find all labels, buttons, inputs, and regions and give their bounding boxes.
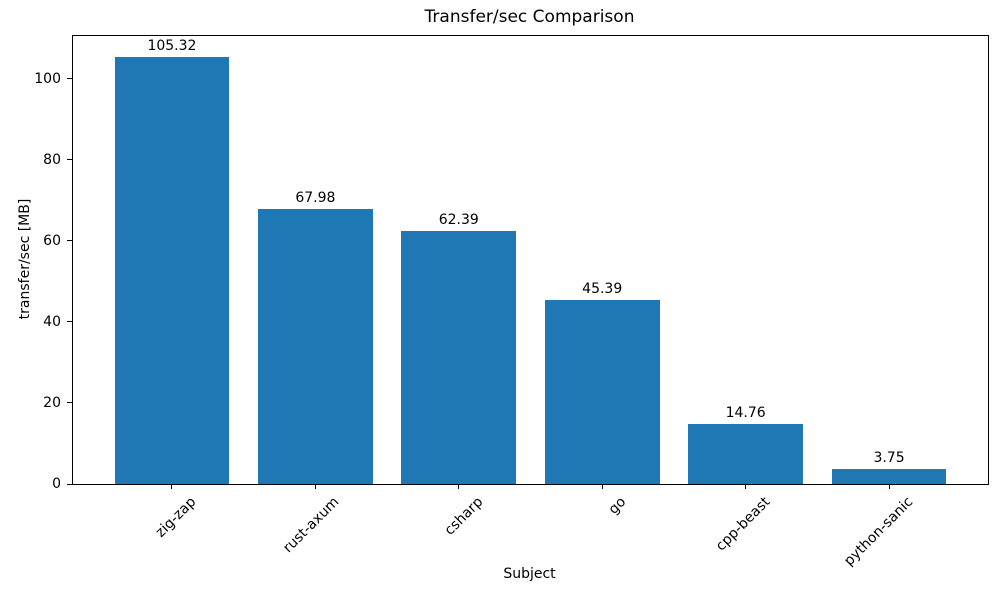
x-tick-label: zig-zap — [152, 494, 200, 541]
y-tick-mark — [67, 483, 72, 485]
bar — [831, 468, 947, 484]
x-axis-label: Subject — [503, 566, 556, 582]
bar — [401, 231, 517, 484]
bar — [258, 208, 373, 484]
x-tick-mark — [888, 485, 890, 489]
bar — [544, 300, 660, 484]
bar-value-label: 67.98 — [295, 189, 336, 206]
x-tick-label: go — [605, 494, 630, 518]
bar — [688, 424, 803, 484]
y-tick-mark — [67, 321, 72, 323]
bar-value-label: 3.75 — [873, 449, 905, 466]
y-tick-mark — [67, 78, 72, 80]
x-tick-label: cpp-beast — [712, 494, 773, 555]
chart-title: Transfer/sec Comparison — [424, 7, 635, 27]
x-tick-label: rust-axum — [280, 494, 343, 557]
plot-area: 0 20 40 60 80 100 105.32 zig-zap 67.98 rust-axum 6… — [34, 35, 989, 569]
bar — [114, 57, 230, 484]
bar-value-label: 105.32 — [147, 38, 197, 55]
bar-value-label: 45.39 — [582, 281, 623, 298]
x-tick-mark — [171, 485, 173, 489]
y-tick-mark — [67, 402, 72, 404]
x-tick-mark — [745, 485, 747, 489]
y-tick-label: 20 — [43, 394, 61, 411]
y-tick-label: 60 — [43, 232, 61, 249]
y-tick-label: 40 — [43, 313, 61, 330]
bar-value-label: 14.76 — [725, 405, 766, 422]
y-tick-label: 0 — [52, 476, 61, 492]
x-tick-label: python-sanic — [841, 494, 917, 570]
x-tick-mark — [314, 485, 316, 489]
x-tick-mark — [601, 485, 603, 489]
bar-value-label: 62.39 — [438, 212, 479, 229]
y-tick-mark — [67, 159, 72, 161]
x-tick-mark — [458, 485, 460, 489]
x-tick-label: csharp — [441, 494, 487, 539]
y-tick-mark — [67, 240, 72, 242]
y-tick-label: 80 — [43, 151, 61, 168]
y-tick-label: 100 — [34, 70, 61, 87]
y-axis-label: transfer/sec [MB] — [17, 198, 33, 320]
